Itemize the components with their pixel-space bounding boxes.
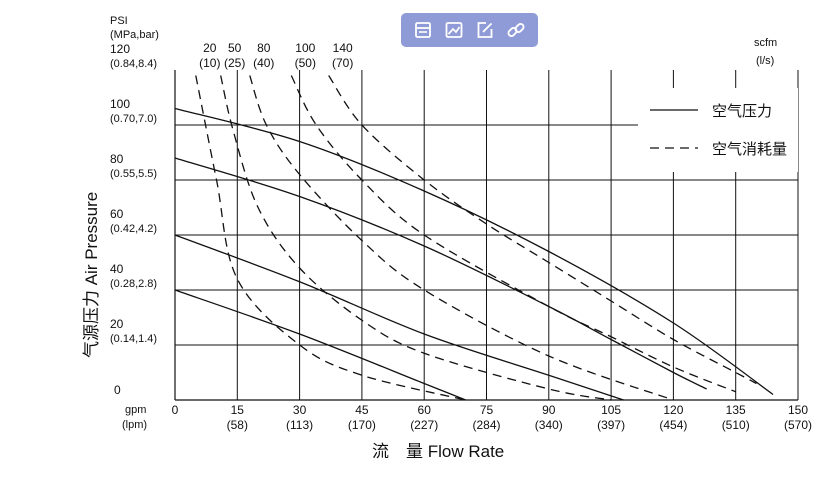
x-tick-secondary-label: (570) xyxy=(784,418,812,432)
legend-box xyxy=(638,88,798,172)
x-unit-primary: gpm xyxy=(125,404,146,416)
edit-button[interactable] xyxy=(473,18,497,42)
axes: 0 15(58)30(113)45(170)60(227)75(284)90(34… xyxy=(110,41,812,432)
air-consumption-curve xyxy=(249,75,674,401)
scfm-tick-secondary-label: (10) xyxy=(199,56,220,70)
x-axis-title: 流 量 Flow Rate xyxy=(372,442,504,461)
x-tick-label: 135 xyxy=(726,403,746,417)
scfm-tick-label: 20 xyxy=(203,41,217,55)
x-tick-label: 105 xyxy=(601,403,621,417)
copy-icon xyxy=(414,22,431,38)
x-tick-secondary-label: (510) xyxy=(722,418,750,432)
air-consumption-curve xyxy=(220,75,612,401)
x-unit-secondary: (lpm) xyxy=(122,419,147,431)
grid xyxy=(175,70,799,400)
series-lines xyxy=(174,75,774,401)
y-tick-label: 100 xyxy=(110,97,130,111)
air-consumption-curve xyxy=(195,75,466,401)
scfm-tick-secondary-label: (25) xyxy=(224,56,245,70)
scfm-tick-label: 80 xyxy=(257,41,271,55)
y-tick-label: 80 xyxy=(110,152,124,166)
y-unit-secondary: (MPa,bar) xyxy=(110,29,159,41)
x-tick-label: 90 xyxy=(542,403,556,417)
copy-button[interactable] xyxy=(411,18,435,42)
y-tick-secondary-label: (0.55,5.5) xyxy=(110,168,157,180)
scfm-tick-secondary-label: (70) xyxy=(332,56,353,70)
y-tick-secondary-label: (0.28,2.8) xyxy=(110,278,157,290)
image-button[interactable] xyxy=(442,18,466,42)
scfm-tick-label: 100 xyxy=(295,41,315,55)
x-tick-label: 75 xyxy=(480,403,494,417)
x-tick-secondary-label: (58) xyxy=(227,418,248,432)
scfm-tick-label: 140 xyxy=(333,41,353,55)
y-tick-secondary-label: (0.84,8.4) xyxy=(110,58,157,70)
y-tick-label: 0 xyxy=(114,383,121,397)
scfm-tick-secondary-label: (50) xyxy=(295,56,316,70)
x-tick-secondary-label: (113) xyxy=(286,418,313,432)
image-icon xyxy=(445,22,463,38)
x-tick-label: 60 xyxy=(418,403,432,417)
x-tick-label: 150 xyxy=(788,403,808,417)
air-pressure-curve xyxy=(174,289,466,401)
legend-dashed-label: 空气消耗量 xyxy=(712,141,787,158)
x-tick-label: 0 xyxy=(172,403,179,417)
air-pressure-curve xyxy=(174,234,624,401)
x-tick-secondary-label: (170) xyxy=(348,418,376,432)
scfm-unit-secondary: (l/s) xyxy=(756,55,774,67)
air-pressure-curve xyxy=(174,107,774,396)
x-tick-secondary-label: (340) xyxy=(535,418,563,432)
y-axis-title: 气源压力 Air Pressure xyxy=(82,192,101,358)
y-unit-primary: PSI xyxy=(110,15,128,27)
x-tick-label: 15 xyxy=(231,403,245,417)
legend-solid-label: 空气压力 xyxy=(712,103,772,120)
y-tick-secondary-label: (0.70,7.0) xyxy=(110,113,157,125)
air-consumption-curve xyxy=(290,75,736,393)
x-tick-label: 30 xyxy=(293,403,307,417)
x-tick-secondary-label: (397) xyxy=(597,418,625,432)
x-tick-secondary-label: (227) xyxy=(410,418,438,432)
x-tick-secondary-label: (284) xyxy=(472,418,500,432)
link-button[interactable] xyxy=(504,18,528,42)
image-toolbar xyxy=(401,13,538,47)
edit-icon xyxy=(477,22,493,38)
y-tick-label: 40 xyxy=(110,262,124,276)
x-tick-secondary-label: (454) xyxy=(659,418,687,432)
x-tick-label: 120 xyxy=(663,403,683,417)
y-tick-label: 20 xyxy=(110,317,124,331)
y-tick-label: 60 xyxy=(110,207,124,221)
x-tick-label: 45 xyxy=(355,403,369,417)
air-consumption-curve xyxy=(328,75,757,385)
y-tick-secondary-label: (0.14,1.4) xyxy=(110,333,157,345)
y-tick-label: 120 xyxy=(110,42,130,56)
y-tick-secondary-label: (0.42,4.2) xyxy=(110,223,157,235)
air-pressure-curve xyxy=(174,157,707,390)
link-icon xyxy=(507,23,525,37)
scfm-tick-secondary-label: (40) xyxy=(253,56,274,70)
scfm-tick-label: 50 xyxy=(228,41,242,55)
scfm-unit: scfm xyxy=(754,37,777,49)
